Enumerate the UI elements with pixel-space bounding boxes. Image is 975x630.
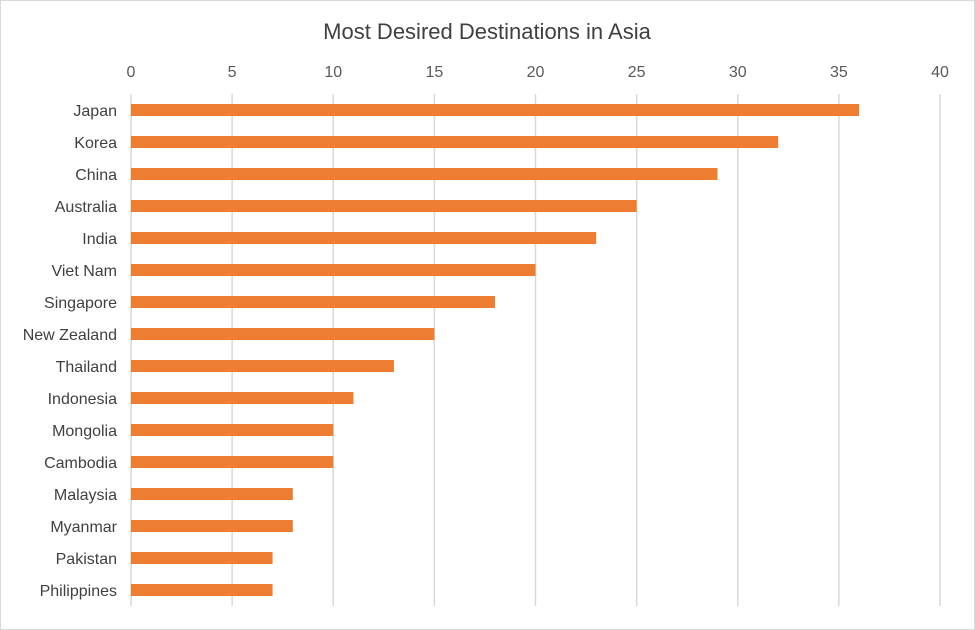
bars — [131, 104, 860, 596]
category-label: Pakistan — [56, 551, 117, 568]
category-label: Thailand — [56, 359, 117, 376]
category-label: Mongolia — [52, 423, 117, 440]
category-label: Korea — [74, 135, 117, 152]
bar-korea — [131, 136, 779, 148]
chart-title: Most Desired Destinations in Asia — [323, 19, 651, 44]
bar-cambodia — [131, 456, 334, 468]
bar-india — [131, 232, 597, 244]
category-label: Australia — [55, 199, 117, 216]
x-tick-label: 5 — [228, 64, 237, 81]
bar-china — [131, 168, 718, 180]
x-tick-label: 40 — [931, 64, 949, 81]
x-tick-label: 0 — [127, 64, 136, 81]
category-label: India — [82, 231, 117, 248]
category-label: Cambodia — [44, 455, 117, 472]
bar-viet-nam — [131, 264, 536, 276]
category-label: Philippines — [40, 583, 117, 600]
x-tick-label: 10 — [324, 64, 342, 81]
bar-indonesia — [131, 392, 354, 404]
category-label: Indonesia — [48, 391, 117, 408]
bar-new-zealand — [131, 328, 435, 340]
bar-mongolia — [131, 424, 334, 436]
bar-philippines — [131, 584, 273, 596]
category-label: Malaysia — [54, 487, 117, 504]
bar-pakistan — [131, 552, 273, 564]
x-tick-label: 35 — [830, 64, 848, 81]
x-tick-label: 20 — [527, 64, 545, 81]
bar-japan — [131, 104, 860, 116]
x-tick-label: 15 — [425, 64, 443, 81]
bar-thailand — [131, 360, 394, 372]
x-tick-label: 25 — [628, 64, 646, 81]
category-labels: Japan Korea China Australia India Viet Nam Sin… — [23, 103, 118, 600]
category-label: Viet Nam — [51, 263, 117, 280]
bar-malaysia — [131, 488, 293, 500]
bar-australia — [131, 200, 637, 212]
x-axis-ticks: 0 5 10 15 20 25 30 35 40 — [127, 64, 949, 81]
category-label: New Zealand — [23, 327, 117, 344]
category-label: China — [75, 167, 117, 184]
bar-singapore — [131, 296, 496, 308]
category-label: Singapore — [44, 295, 117, 312]
bar-myanmar — [131, 520, 293, 532]
category-label: Myanmar — [50, 519, 117, 536]
category-label: Japan — [73, 103, 117, 120]
x-tick-label: 30 — [729, 64, 747, 81]
